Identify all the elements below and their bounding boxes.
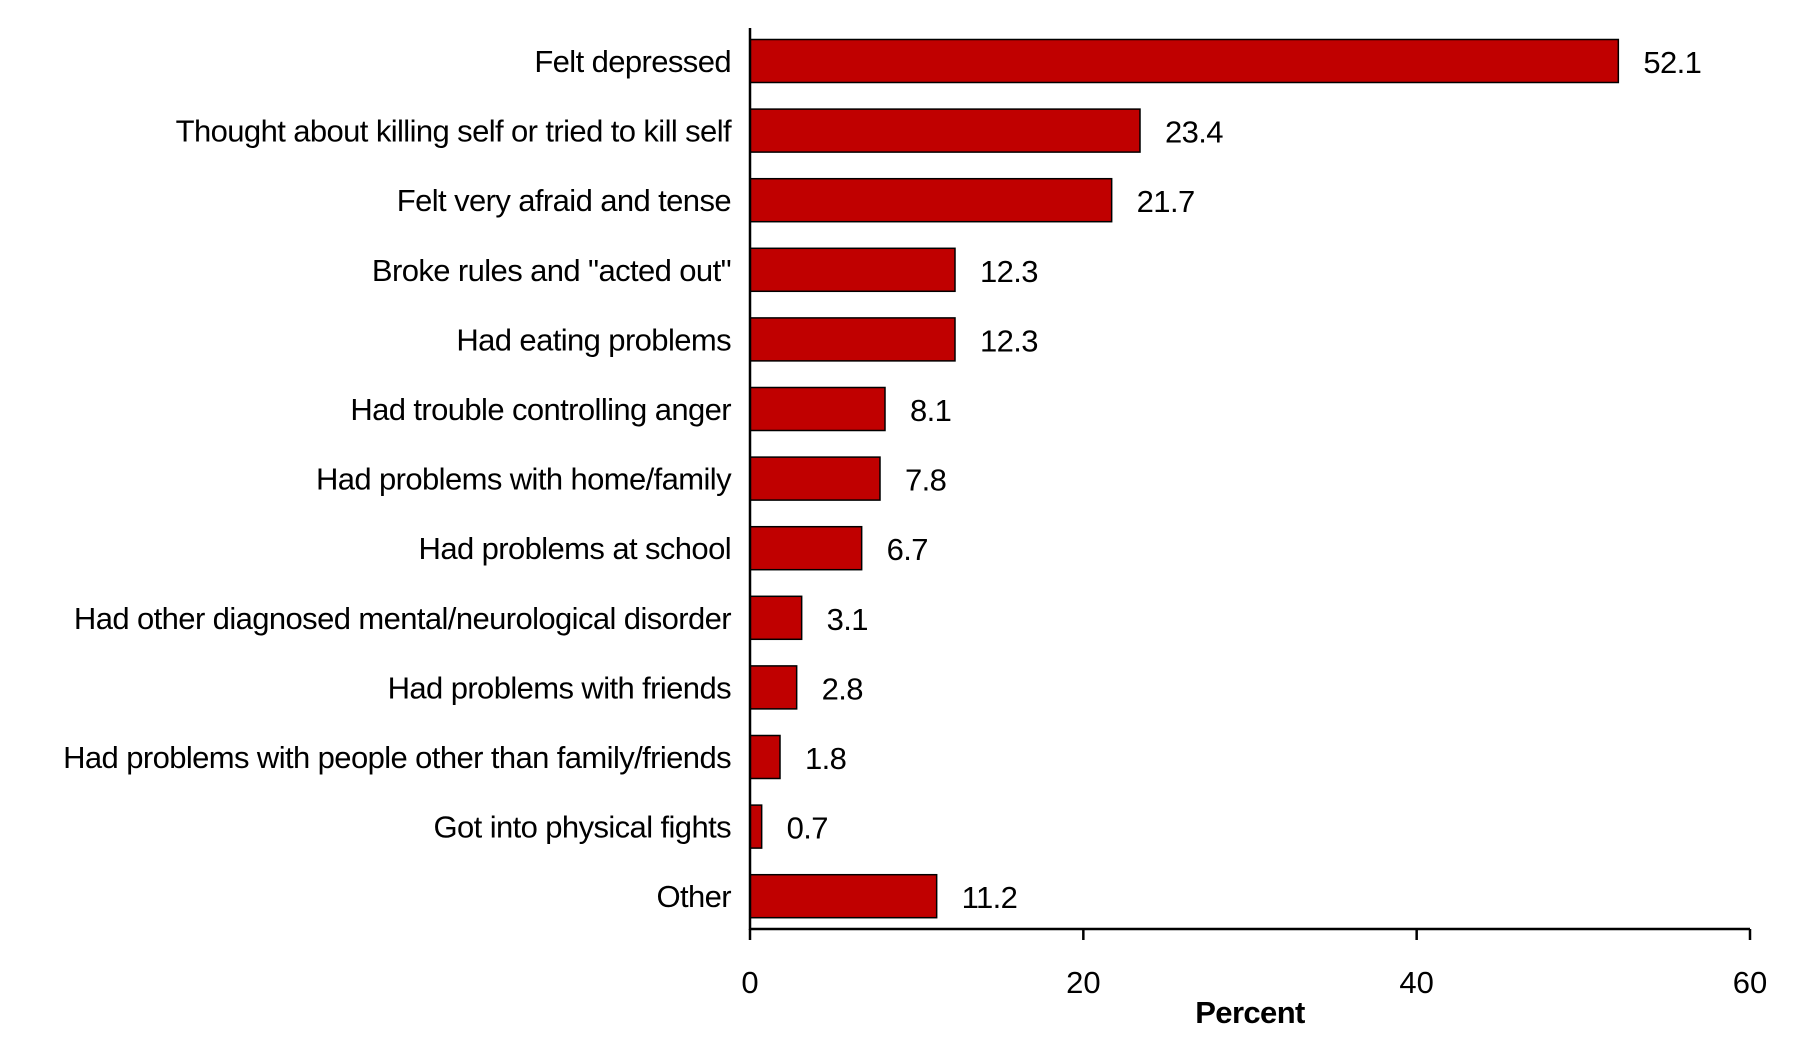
- value-label: 7.8: [905, 463, 946, 498]
- bar: [749, 525, 863, 571]
- bar: [749, 38, 1620, 84]
- category-label: Thought about killing self or tried to k…: [176, 114, 732, 149]
- value-label: 8.1: [910, 393, 951, 428]
- bar: [749, 665, 798, 710]
- category-label: Had problems with home/family: [316, 462, 732, 497]
- category-labels: Felt depressed Thought about killing self…: [63, 44, 733, 914]
- x-axis-label: Percent: [1195, 995, 1305, 1030]
- value-label: 2.8: [822, 671, 863, 706]
- bar: [749, 734, 781, 780]
- category-label: Got into physical fights: [434, 810, 732, 845]
- bar: [749, 456, 881, 501]
- value-label: 52.1: [1643, 45, 1701, 80]
- value-label: 1.8: [805, 741, 846, 776]
- x-tick-label: 20: [1066, 965, 1100, 1000]
- value-label: 0.7: [787, 811, 828, 846]
- category-label: Felt depressed: [534, 44, 731, 79]
- value-labels: 52.1 23.4 21.7 12.3 12.3 8.1 7.8 6.7 3.1 2.8 1.8 0.…: [787, 45, 1702, 915]
- category-label: Had problems at school: [419, 531, 731, 566]
- bar: [749, 247, 956, 293]
- bar: [749, 108, 1141, 153]
- value-label: 12.3: [980, 254, 1038, 289]
- bar: [749, 873, 938, 919]
- bar: [749, 595, 803, 641]
- category-label: Other: [656, 879, 731, 914]
- value-label: 12.3: [980, 323, 1038, 358]
- category-label: Had other diagnosed mental/neurological …: [74, 601, 731, 636]
- value-label: 23.4: [1165, 115, 1223, 150]
- value-label: 11.2: [962, 880, 1018, 915]
- bar: [749, 177, 1113, 223]
- category-label: Broke rules and "acted out": [372, 253, 731, 288]
- category-label: Had problems with people other than fami…: [63, 740, 731, 775]
- value-label: 3.1: [827, 602, 868, 637]
- x-ticks: 0 20 40 60: [741, 929, 1767, 1000]
- category-label: Had problems with friends: [388, 670, 731, 705]
- category-label: Had trouble controlling anger: [350, 392, 731, 427]
- x-tick-label: 0: [741, 965, 758, 1000]
- bars-group: [749, 38, 1620, 919]
- category-label: Had eating problems: [456, 322, 731, 357]
- category-label: Felt very afraid and tense: [397, 183, 731, 218]
- x-tick-label: 40: [1399, 965, 1433, 1000]
- bar: [749, 386, 886, 432]
- bar: [749, 317, 956, 362]
- bar: [749, 804, 763, 849]
- value-label: 6.7: [887, 532, 928, 567]
- x-tick-label: 60: [1733, 965, 1767, 1000]
- value-label: 21.7: [1137, 184, 1195, 219]
